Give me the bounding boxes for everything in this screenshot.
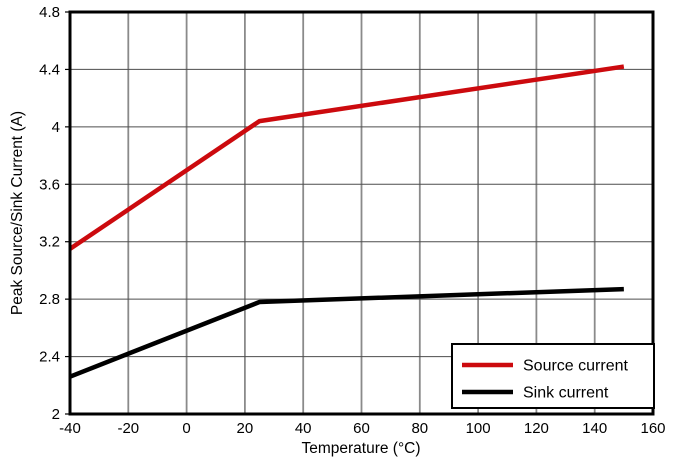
plot-border	[68, 10, 655, 416]
x-tick-label: 160	[640, 420, 665, 437]
series-line-source-current	[68, 64, 625, 251]
x-tick-label: 120	[524, 420, 549, 437]
legend: Source current Sink current	[451, 343, 655, 409]
x-tick-label: 100	[466, 420, 491, 437]
y-tick-label: 3.6	[39, 176, 60, 193]
legend-label-source-current: Source current	[523, 358, 628, 375]
x-tick-label: 140	[582, 420, 607, 437]
x-tick-label: -40	[59, 420, 81, 437]
x-axis-ticks: -40 -20 0 20 40 60 80 100 120 140 160	[59, 420, 665, 437]
legend-label-sink-current: Sink current	[523, 385, 609, 402]
series-line-sink-current	[69, 286, 624, 379]
x-tick-label: 20	[237, 420, 254, 437]
y-axis-ticks: 2 2.4 2.8 3.2 3.6 4 4.4 4.8	[39, 4, 70, 423]
y-tick-label: 2.8	[39, 291, 60, 308]
y-tick-label: 2	[52, 406, 60, 423]
grid-layer	[70, 12, 653, 414]
y-tick-label: 4	[52, 119, 60, 136]
x-axis-title: Temperature (°C)	[301, 440, 420, 457]
series-layer	[68, 64, 625, 379]
x-tick-label: -20	[117, 420, 139, 437]
x-tick-label: 80	[411, 420, 428, 437]
legend-box	[451, 343, 655, 409]
y-tick-label: 4.4	[39, 61, 60, 78]
y-tick-label: 3.2	[39, 234, 60, 251]
x-tick-label: 0	[182, 420, 190, 437]
y-tick-label: 2.4	[39, 349, 60, 366]
y-axis-title: Peak Source/Sink Current (A)	[9, 111, 26, 315]
x-tick-label: 40	[295, 420, 312, 437]
x-tick-label: 60	[353, 420, 370, 437]
y-tick-label: 4.8	[39, 4, 60, 21]
